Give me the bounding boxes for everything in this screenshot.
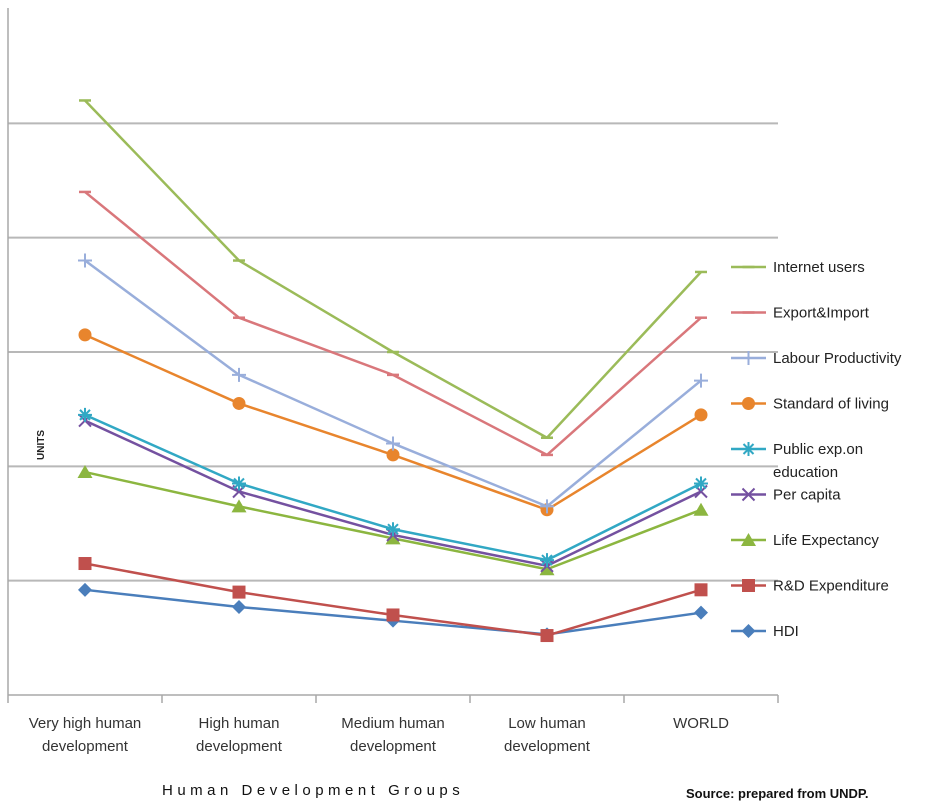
data-point [78,407,92,422]
legend-label-line: education [773,464,838,481]
x-tick-label: Very high human development [29,715,142,755]
legend-label-line: Per capita [773,487,841,504]
legend-label-line: R&D Expenditure [773,578,889,595]
data-point [742,579,755,592]
data-point [385,531,401,545]
data-point [78,253,92,268]
y-axis-label: UNITS [36,430,47,460]
x-tick-label-line: High human [199,715,280,732]
data-point [231,499,247,513]
legend-label-line: Public exp.on [773,441,863,458]
data-point [694,373,708,388]
data-point [386,608,400,622]
data-point [540,499,554,514]
x-tick-label-line: development [350,738,437,755]
axes [7,8,779,703]
x-tick-labels: Very high human development High human deve… [29,715,729,755]
source-note: Source: prepared from UNDP. [686,786,869,801]
x-tick-label-line: Very high human [29,715,142,732]
data-point [386,522,400,537]
legend-item: Public exp.on education [731,441,863,481]
legend-label: Labour Productivity [773,350,902,367]
x-tick-label-line: Low human [508,715,586,732]
legend-label: Export&Import [773,305,870,322]
x-tick-label-line: development [196,738,283,755]
legend-label: R&D Expenditure [773,578,889,595]
legend-label-line: Standard of living [773,396,889,413]
x-tick-label-line: WORLD [673,715,729,732]
data-point [742,397,755,410]
x-tick-label-line: development [42,738,129,755]
legend-label-line: Export&Import [773,305,870,322]
data-point [78,328,92,342]
data-point [694,476,708,491]
data-point [694,408,708,422]
legend-item: Export&Import [731,305,870,322]
series [79,190,707,457]
data-point [78,582,92,597]
legend-item: R&D Expenditure [731,578,889,595]
x-axis-label: Human Development Groups [162,782,464,799]
legend-label-line: HDI [773,623,799,640]
legend-item: HDI [731,623,799,640]
x-tick-label: Low human development [504,715,591,755]
legend-label: HDI [773,623,799,640]
legend-item: Standard of living [731,396,889,413]
series-line [84,190,702,457]
data-point [694,583,708,597]
data-point [539,562,555,576]
legend-item: Per capita [731,487,841,504]
series [77,465,709,576]
legend-item: Life Expectancy [731,532,879,549]
series [78,557,708,643]
x-tick-label: Medium human development [341,715,444,755]
legend-label-line: Labour Productivity [773,350,902,367]
data-point [232,476,246,491]
data-point [741,533,756,546]
legend-item: Labour Productivity [731,350,902,367]
x-tick-label: High human development [196,715,283,755]
data-point [78,557,92,571]
legend-label: Public exp.on education [773,441,863,481]
legend-label: Life Expectancy [773,532,879,549]
legend-label-line: Life Expectancy [773,532,879,549]
series-line [84,259,702,508]
data-point [741,351,756,365]
data-point [694,605,708,620]
x-tick-label: WORLD [673,715,729,732]
x-tick-label-line: Medium human [341,715,444,732]
data-point [232,367,246,382]
series [78,407,708,568]
legend-label: Standard of living [773,396,889,413]
series [79,99,707,439]
legend: Internet users Export&Import Labour Produc… [731,259,902,640]
data-point [386,436,400,451]
data-point [386,448,400,462]
series-line [84,99,702,439]
data-point [540,629,554,643]
series [78,253,708,514]
series-layer [77,99,709,643]
data-point [232,396,246,410]
x-tick-label-line: development [504,738,591,755]
legend-label: Per capita [773,487,841,504]
legend-label: Internet users [773,259,865,276]
series-line [84,333,702,512]
data-point [232,599,246,614]
series [78,328,708,517]
data-point [540,553,554,568]
data-point [693,502,709,516]
data-point [77,465,93,479]
data-point [741,624,756,638]
data-point [741,442,756,456]
legend-label-line: Internet users [773,259,865,276]
data-point [741,487,756,502]
data-point [232,585,246,599]
series-line [84,470,702,571]
legend-item: Internet users [731,259,865,276]
